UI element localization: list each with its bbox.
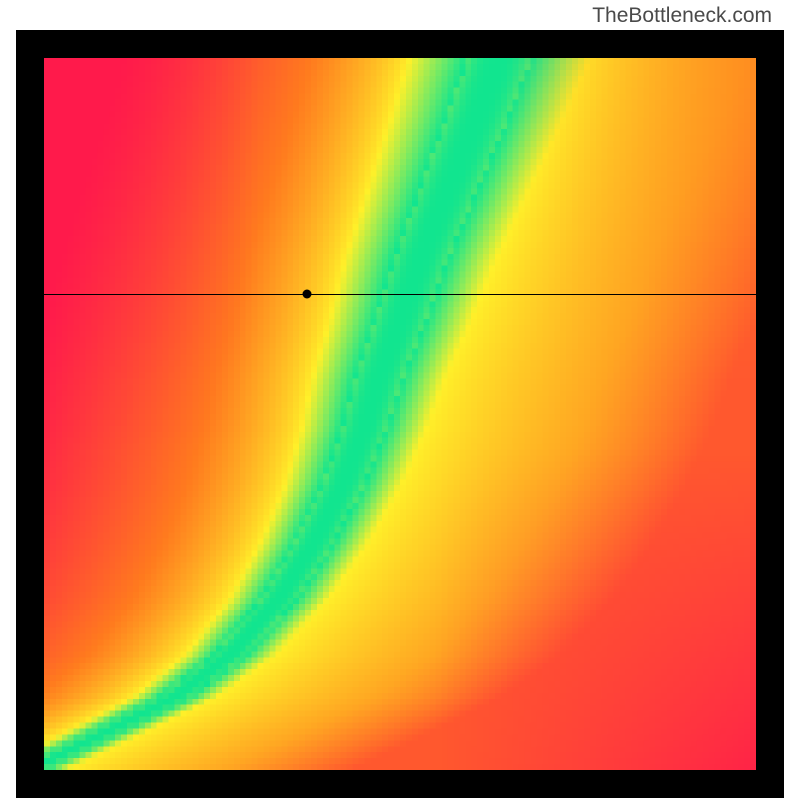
crosshair-horizontal [44,294,756,295]
plot-area [44,58,756,770]
watermark-text: TheBottleneck.com [592,4,772,28]
chart-container: TheBottleneck.com [0,0,800,800]
heatmap-canvas [44,58,756,770]
crosshair-marker [303,290,312,299]
plot-frame [16,30,784,798]
